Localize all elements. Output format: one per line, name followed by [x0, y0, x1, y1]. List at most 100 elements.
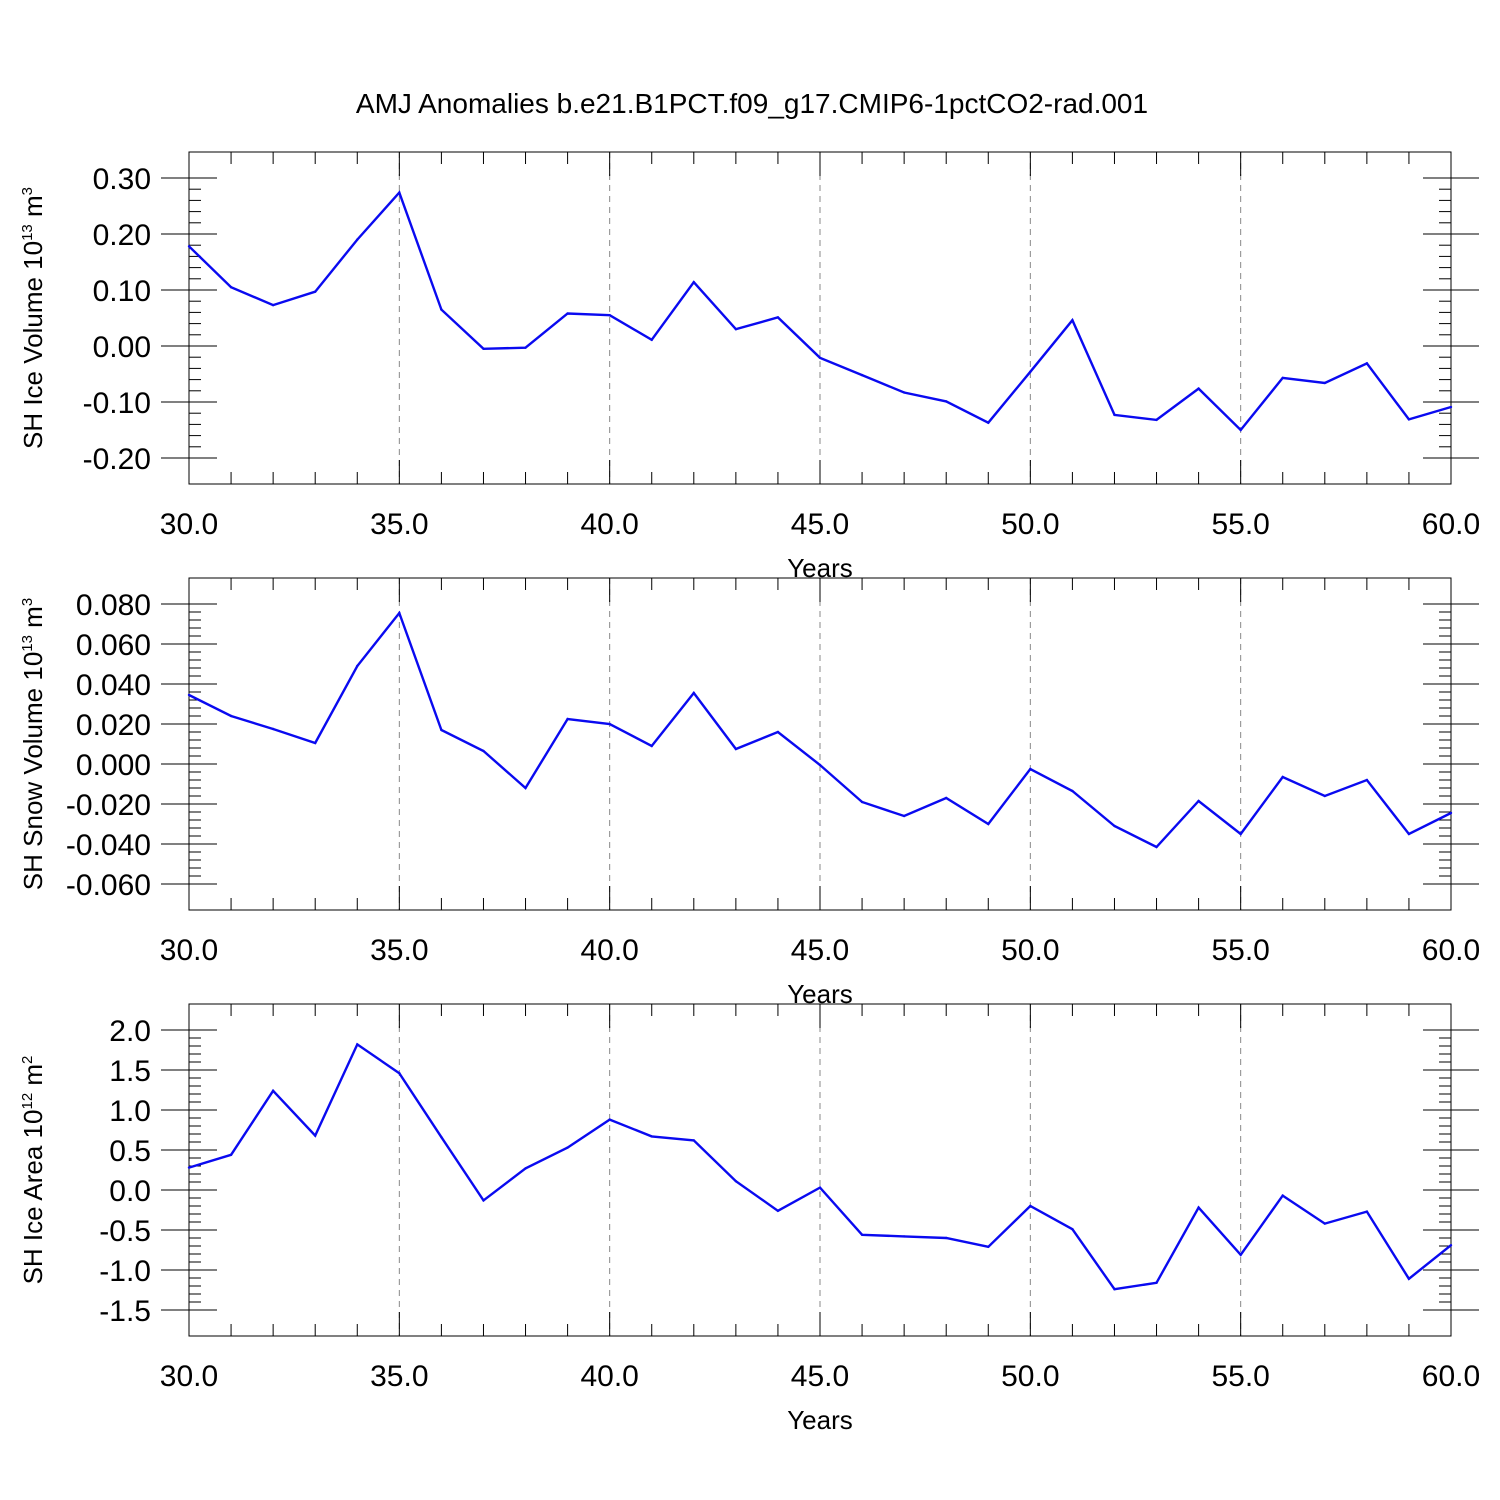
data-point	[860, 800, 864, 804]
data-point	[524, 1167, 527, 1170]
data-point	[356, 238, 359, 241]
y-tick-label: -1.5	[99, 1295, 151, 1328]
y-tick-label: -0.020	[66, 789, 151, 822]
data-point	[440, 728, 443, 732]
data-point	[314, 741, 317, 745]
data-point	[692, 280, 695, 284]
data-point	[987, 822, 990, 826]
data-point	[1365, 778, 1369, 782]
data-point	[1197, 1206, 1200, 1209]
data-point	[945, 400, 948, 403]
data-point	[1449, 1244, 1453, 1247]
data-point	[314, 290, 317, 293]
data-point	[860, 1233, 864, 1237]
data-point	[1197, 799, 1200, 803]
data-point	[902, 1235, 906, 1238]
x-tick-label: 35.0	[370, 934, 428, 967]
y-tick-label: -0.040	[66, 829, 151, 862]
data-point	[1113, 1288, 1116, 1291]
data-point	[1113, 824, 1116, 828]
y-tick-label: 0.080	[76, 589, 151, 622]
x-tick-label: 45.0	[791, 508, 849, 541]
y-tick-label: 0.020	[76, 709, 151, 742]
data-point	[440, 308, 443, 311]
data-point	[945, 796, 948, 800]
data-point	[608, 722, 611, 726]
data-point	[776, 730, 780, 734]
data-point	[398, 1072, 401, 1075]
x-tick-label: 45.0	[791, 934, 849, 967]
y-tick-label: 0.040	[76, 669, 151, 702]
data-point	[271, 727, 275, 731]
y-axis-label-exp: 12	[19, 1093, 36, 1110]
data-point	[1407, 418, 1411, 421]
y-axis-label-exp: 13	[19, 635, 36, 652]
y-tick-label: 0.30	[93, 163, 151, 196]
x-tick-label: 35.0	[370, 508, 428, 541]
y-axis-label-prefix: SH Ice Area 10	[18, 1110, 48, 1285]
data-point	[734, 1180, 738, 1183]
data-point	[1029, 1204, 1032, 1208]
y-tick-label: 0.0	[109, 1175, 151, 1208]
data-point	[1449, 405, 1453, 409]
y-tick-label: 0.000	[76, 749, 151, 782]
x-tick-label: 35.0	[370, 1360, 428, 1393]
y-tick-label: -0.060	[66, 869, 151, 902]
data-point	[271, 303, 275, 307]
data-point	[1029, 370, 1032, 373]
y-tick-label: 0.00	[93, 331, 151, 364]
data-point	[1155, 418, 1158, 422]
data-point	[1113, 413, 1116, 417]
data-point	[1323, 381, 1327, 385]
y-tick-label: -0.20	[83, 443, 151, 476]
data-point	[1365, 362, 1369, 365]
x-tick-label: 60.0	[1422, 508, 1480, 541]
x-tick-label: 40.0	[580, 1360, 638, 1393]
y-axis-label: SH Ice Volume 1013 m3	[18, 187, 48, 449]
data-point	[1323, 794, 1327, 798]
data-point	[524, 346, 527, 349]
y-axis-label: SH Snow Volume 1013 m3	[18, 598, 48, 890]
data-point	[1071, 789, 1074, 793]
x-tick-label: 30.0	[160, 508, 218, 541]
data-point	[314, 1134, 317, 1137]
y-tick-label: 0.060	[76, 629, 151, 662]
data-point	[776, 1209, 780, 1213]
data-point	[1281, 1194, 1284, 1197]
data-point	[860, 373, 864, 377]
data-point	[398, 191, 401, 194]
data-point	[187, 693, 191, 697]
y-axis-label-unit: m	[18, 1064, 48, 1093]
data-point	[1239, 1253, 1242, 1257]
x-tick-label: 50.0	[1001, 1360, 1059, 1393]
data-point	[356, 1043, 359, 1046]
data-point	[734, 747, 738, 751]
data-point	[187, 1166, 191, 1169]
panel-1: -0.20 -0.10 0.00 0.10 0.20 0.30 30.0 35.0 40.0 45…	[18, 151, 1480, 583]
data-point	[987, 1245, 990, 1249]
data-point	[692, 1139, 695, 1142]
data-point	[818, 356, 822, 359]
y-axis-label-unit-exp: 3	[19, 598, 36, 606]
data-point	[1407, 1277, 1411, 1281]
x-tick-label: 55.0	[1211, 934, 1269, 967]
y-axis-label-exp: 13	[19, 224, 36, 241]
data-point	[398, 611, 401, 615]
data-point	[692, 691, 695, 695]
y-axis-label-unit: m	[18, 195, 48, 224]
data-point	[987, 421, 990, 424]
data-point	[650, 744, 653, 748]
data-point	[902, 391, 906, 394]
x-tick-label: 50.0	[1001, 508, 1059, 541]
x-tick-label: 60.0	[1422, 934, 1480, 967]
data-point	[650, 338, 653, 342]
y-axis-label-prefix: SH Ice Volume 10	[18, 241, 48, 449]
data-point	[1071, 1228, 1074, 1231]
x-tick-label: 40.0	[580, 934, 638, 967]
y-tick-label: -0.10	[83, 387, 151, 420]
y-tick-label: 0.20	[93, 219, 151, 252]
y-tick-label: 1.5	[109, 1055, 151, 1088]
x-tick-label: 55.0	[1211, 1360, 1269, 1393]
